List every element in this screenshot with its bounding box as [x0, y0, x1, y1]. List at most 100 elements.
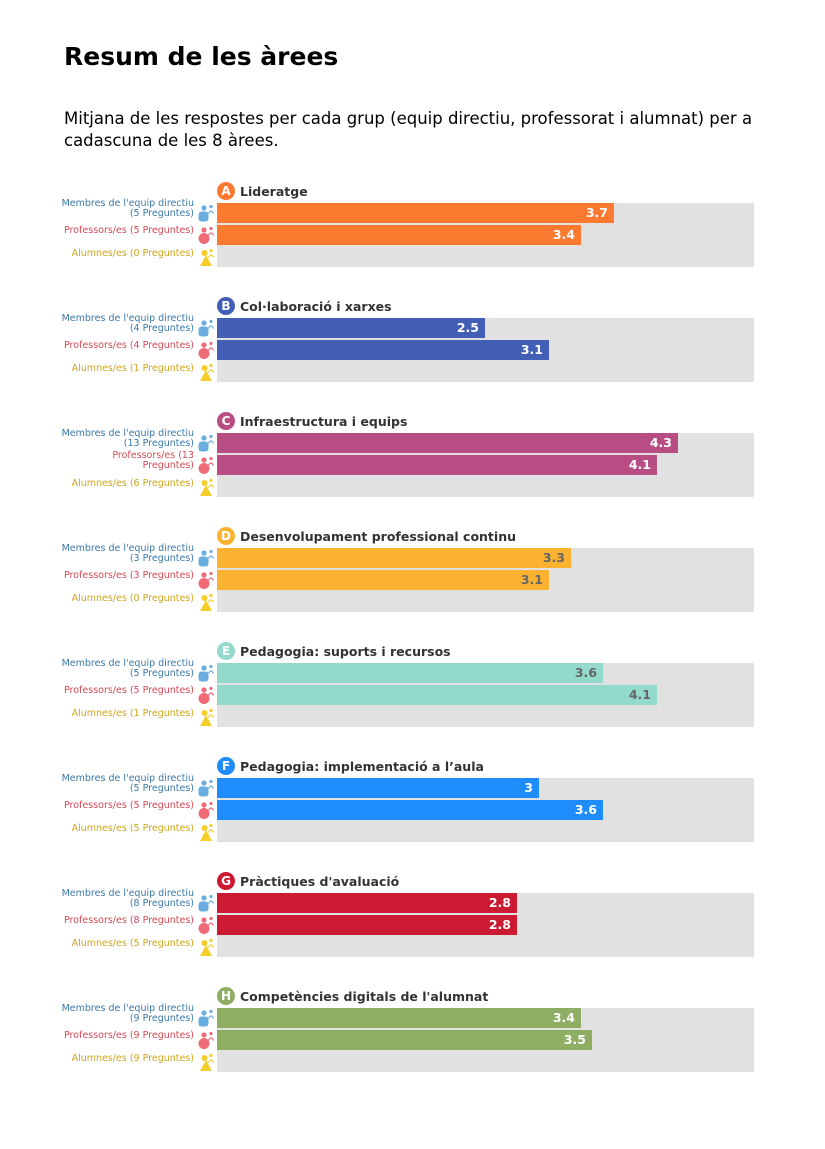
group-label-line: Alumnes/es (9 Preguntes)	[71, 1053, 194, 1064]
bar-value: 3.1	[217, 340, 549, 360]
director-group-icon	[197, 778, 215, 798]
teacher-group-icon	[197, 455, 215, 475]
group-label-questions: (4 Preguntes)	[129, 323, 194, 334]
teacher-group-icon	[197, 1030, 215, 1050]
group-label: Professors/es (9 Preguntes)	[64, 1031, 194, 1041]
student-group-icon	[197, 822, 215, 842]
group-label: Membres de l'equip directiu (4 Preguntes)	[62, 314, 194, 334]
student-group-icon	[197, 247, 215, 267]
student-group-icon	[197, 1052, 215, 1072]
director-group-icon	[197, 548, 215, 568]
teacher-group-icon	[197, 915, 215, 935]
group-label-line: Professors/es (5 Preguntes)	[63, 800, 194, 811]
student-group-icon	[197, 477, 215, 497]
group-label: Alumnes/es (5 Preguntes)	[72, 939, 194, 949]
group-label: Professors/es (8 Preguntes)	[64, 916, 194, 926]
group-label-questions: (5 Preguntes)	[129, 668, 194, 679]
director-group-icon	[197, 1008, 215, 1028]
group-label-line: Professors/es (5 Preguntes)	[63, 225, 194, 236]
group-label-line: Membres de l'equip directiu	[61, 1003, 194, 1014]
group-label: Membres de l'equip directiu (3 Preguntes)	[62, 544, 194, 564]
area-title: Col·laboració i xarxes	[240, 298, 392, 314]
group-label-line: Alumnes/es (1 Preguntes)	[71, 708, 194, 719]
teacher-group-icon	[197, 225, 215, 245]
group-label-line: Alumnes/es (5 Preguntes)	[71, 823, 194, 834]
bar-value: 3.7	[217, 203, 614, 223]
group-label: Membres de l'equip directiu (5 Preguntes)	[62, 774, 194, 794]
area-header: H Competències digitals de l'alumnat	[217, 986, 488, 1006]
bar-value: 3	[217, 778, 539, 798]
group-label-line: Membres de l'equip directiu	[61, 658, 194, 669]
group-label-line: Alumnes/es (1 Preguntes)	[71, 363, 194, 374]
group-label-line: Alumnes/es (5 Preguntes)	[71, 938, 194, 949]
bar-value: 3.6	[217, 800, 603, 820]
group-label: Membres de l'equip directiu (8 Preguntes)	[62, 889, 194, 909]
group-label-questions: (3 Preguntes)	[129, 553, 194, 564]
group-label: Membres de l'equip directiu (9 Preguntes)	[62, 1004, 194, 1024]
student-group-icon	[197, 362, 215, 382]
page-title: Resum de les àrees	[64, 42, 339, 71]
bar-value: 4.1	[217, 455, 657, 475]
group-label: Professors/es (5 Preguntes)	[64, 226, 194, 236]
group-label-line: Alumnes/es (0 Preguntes)	[71, 593, 194, 604]
area-header: F Pedagogia: implementació a l’aula	[217, 756, 484, 776]
area-letter-badge: C	[217, 412, 235, 430]
area-block: E Pedagogia: suports i recursos Membres de…	[0, 641, 825, 751]
teacher-group-icon	[197, 570, 215, 590]
area-letter-badge: H	[217, 987, 235, 1005]
group-label-line: Membres de l'equip directiu	[61, 888, 194, 899]
group-label: Membres de l'equip directiu (13 Preguntes…	[62, 429, 194, 449]
group-label-line: Alumnes/es (6 Preguntes)	[71, 478, 194, 489]
director-group-icon	[197, 318, 215, 338]
group-label-line: Alumnes/es (0 Preguntes)	[71, 248, 194, 259]
area-letter-badge: A	[217, 182, 235, 200]
group-label-line: Membres de l'equip directiu	[61, 543, 194, 554]
group-label: Alumnes/es (6 Preguntes)	[72, 479, 194, 489]
area-title: Pedagogia: suports i recursos	[240, 643, 451, 659]
group-label: Professors/es (13 Preguntes)	[112, 451, 194, 471]
student-group-icon	[197, 937, 215, 957]
area-title: Lideratge	[240, 183, 308, 199]
group-label: Professors/es (3 Preguntes)	[64, 571, 194, 581]
area-block: H Competències digitals de l'alumnat Membr…	[0, 986, 825, 1096]
area-title: Pedagogia: implementació a l’aula	[240, 758, 484, 774]
group-label: Alumnes/es (1 Preguntes)	[72, 709, 194, 719]
page-subtitle: Mitjana de les respostes per cada grup (…	[64, 109, 753, 150]
director-group-icon	[197, 203, 215, 223]
group-label: Alumnes/es (9 Preguntes)	[72, 1054, 194, 1064]
teacher-group-icon	[197, 685, 215, 705]
student-group-icon	[197, 592, 215, 612]
area-letter-badge: G	[217, 872, 235, 890]
area-letter-badge: D	[217, 527, 235, 545]
area-letter-badge: F	[217, 757, 235, 775]
director-group-icon	[197, 663, 215, 683]
group-label-questions: Preguntes)	[142, 460, 194, 471]
group-label-line: Professors/es (4 Preguntes)	[63, 340, 194, 351]
group-label-questions: (5 Preguntes)	[129, 783, 194, 794]
area-block: F Pedagogia: implementació a l’aula Membre…	[0, 756, 825, 866]
group-label: Alumnes/es (1 Preguntes)	[72, 364, 194, 374]
director-group-icon	[197, 433, 215, 453]
area-header: C Infraestructura i equips	[217, 411, 407, 431]
bar-value: 2.8	[217, 915, 517, 935]
bar-value: 3.4	[217, 225, 581, 245]
bar-value: 2.8	[217, 893, 517, 913]
teacher-group-icon	[197, 340, 215, 360]
director-group-icon	[197, 893, 215, 913]
area-letter-badge: E	[217, 642, 235, 660]
group-label-line: Membres de l'equip directiu	[61, 773, 194, 784]
group-label: Professors/es (5 Preguntes)	[64, 686, 194, 696]
group-label: Membres de l'equip directiu (5 Preguntes)	[62, 199, 194, 219]
group-label-line: Professors/es (5 Preguntes)	[63, 685, 194, 696]
group-label-line: Professors/es (13	[112, 450, 194, 461]
group-label: Alumnes/es (0 Preguntes)	[72, 249, 194, 259]
area-block: C Infraestructura i equips Membres de l'eq…	[0, 411, 825, 521]
area-block: G Pràctiques d'avaluació Membres de l'equi…	[0, 871, 825, 981]
bar-value: 3.6	[217, 663, 603, 683]
area-block: A Lideratge Membres de l'equip directiu (5 …	[0, 181, 825, 291]
group-label: Alumnes/es (0 Preguntes)	[72, 594, 194, 604]
area-header: D Desenvolupament professional continu	[217, 526, 516, 546]
area-title: Competències digitals de l'alumnat	[240, 988, 489, 1004]
group-label-line: Membres de l'equip directiu	[61, 313, 194, 324]
area-header: A Lideratge	[217, 181, 308, 201]
